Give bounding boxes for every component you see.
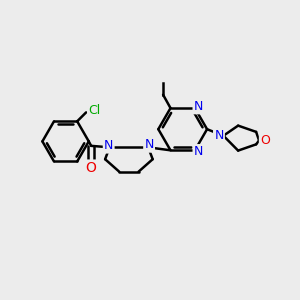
- Text: O: O: [86, 161, 97, 175]
- Text: Cl: Cl: [88, 103, 100, 116]
- Text: O: O: [260, 134, 270, 147]
- Text: N: N: [104, 139, 113, 152]
- Text: N: N: [194, 145, 203, 158]
- Text: N: N: [144, 139, 154, 152]
- Text: N: N: [214, 129, 224, 142]
- Text: N: N: [194, 100, 203, 113]
